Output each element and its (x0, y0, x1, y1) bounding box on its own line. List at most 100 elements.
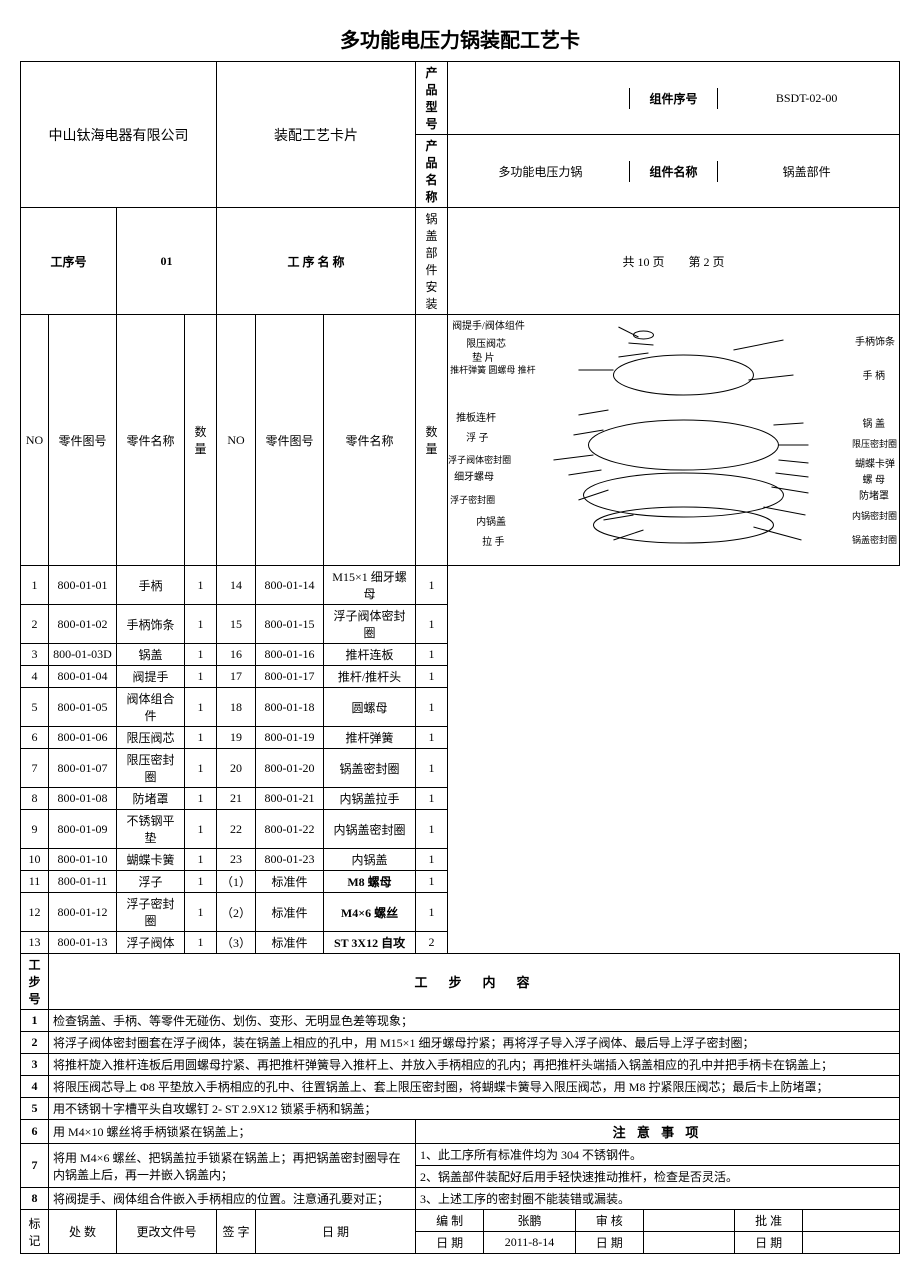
part-fig: 800-01-16 (256, 644, 324, 666)
process-name: 锅盖部件安装 (416, 208, 448, 315)
col-qty-r: 数量 (416, 315, 448, 566)
part-fig: 800-01-12 (49, 893, 117, 932)
part-name: 圆螺母 (324, 688, 416, 727)
part-no: 17 (217, 666, 256, 688)
part-qty: 1 (416, 893, 448, 932)
main-table: 中山钛海电器有限公司 装配工艺卡片 产品型号 组件序号 BSDT-02-00 产… (20, 61, 900, 1254)
part-fig: 800-01-13 (49, 932, 117, 954)
part-name: 阀提手 (117, 666, 185, 688)
part-no: 1 (21, 566, 49, 605)
step-text: 用不锈钢十字槽平头自攻螺钉 2- ST 2.9X12 锁紧手柄和锅盖； (49, 1098, 900, 1120)
step-no: 2 (21, 1032, 49, 1054)
part-name: 推杆连板 (324, 644, 416, 666)
part-no: 19 (217, 727, 256, 749)
foot-mark: 标记 (21, 1210, 49, 1254)
part-name: M15×1 细牙螺母 (324, 566, 416, 605)
part-fig: 800-01-04 (49, 666, 117, 688)
part-fig: 800-01-19 (256, 727, 324, 749)
part-no: 5 (21, 688, 49, 727)
part-no: 13 (21, 932, 49, 954)
note-text: 1、此工序所有标准件均为 304 不锈钢件。 (416, 1144, 900, 1166)
part-name: 限压密封圈 (117, 749, 185, 788)
col-no-l: NO (21, 315, 49, 566)
part-name: 浮子阀体 (117, 932, 185, 954)
part-qty: 1 (185, 788, 217, 810)
part-name: 阀体组合件 (117, 688, 185, 727)
part-fig: 800-01-23 (256, 849, 324, 871)
part-name: 内锅盖密封圈 (324, 810, 416, 849)
part-fig: 800-01-20 (256, 749, 324, 788)
pages: 共 10 页 第 2 页 (448, 208, 900, 315)
col-name-l: 零件名称 (117, 315, 185, 566)
part-fig: 800-01-02 (49, 605, 117, 644)
card-type: 装配工艺卡片 (217, 62, 416, 208)
part-qty: 1 (416, 849, 448, 871)
part-name: 锅盖 (117, 644, 185, 666)
prod-model-label: 产品型号 (416, 62, 448, 135)
part-qty: 1 (416, 810, 448, 849)
part-fig: 800-01-14 (256, 566, 324, 605)
part-qty: 1 (416, 566, 448, 605)
part-qty: 1 (185, 688, 217, 727)
part-fig: 800-01-06 (49, 727, 117, 749)
part-qty: 1 (185, 749, 217, 788)
part-name: 推杆弹簧 (324, 727, 416, 749)
part-no: （2） (217, 893, 256, 932)
part-fig: 800-01-05 (49, 688, 117, 727)
part-no: 11 (21, 871, 49, 893)
part-name: 手柄 (117, 566, 185, 605)
part-fig: 800-01-15 (256, 605, 324, 644)
part-fig: 800-01-21 (256, 788, 324, 810)
part-fig: 800-01-10 (49, 849, 117, 871)
part-qty: 1 (185, 893, 217, 932)
step-no: 4 (21, 1076, 49, 1098)
part-fig: 800-01-09 (49, 810, 117, 849)
foot-sign: 签 字 (217, 1210, 256, 1254)
part-fig: 标准件 (256, 932, 324, 954)
col-name-r: 零件名称 (324, 315, 416, 566)
part-no: 6 (21, 727, 49, 749)
page-title: 多功能电压力锅装配工艺卡 (20, 24, 900, 53)
prod-name-label: 产品名称 (416, 135, 448, 208)
part-no: （3） (217, 932, 256, 954)
hdr-right-row2: 多功能电压力锅 组件名称 锅盖部件 (448, 135, 900, 208)
part-fig: 800-01-07 (49, 749, 117, 788)
part-no: 22 (217, 810, 256, 849)
part-qty: 1 (416, 688, 448, 727)
process-no-label: 工序号 (21, 208, 117, 315)
col-qty-l: 数量 (185, 315, 217, 566)
note-text: 3、上述工序的密封圈不能装错或漏装。 (416, 1188, 900, 1210)
step-text: 将推杆旋入推杆连板后用圆螺母拧紧、再把推杆弹簧导入推杆上、并放入手柄相应的孔内；… (49, 1054, 900, 1076)
part-name: M8 螺母 (324, 871, 416, 893)
part-no: 16 (217, 644, 256, 666)
part-qty: 1 (416, 644, 448, 666)
process-name-label: 工 序 名 称 (217, 208, 416, 315)
step-text: 将阀提手、阀体组合件嵌入手柄相应的位置。注意通孔要对正； (49, 1188, 416, 1210)
step-text: 检查锅盖、手柄、等零件无碰伤、划伤、变形、无明显色差等现象； (49, 1010, 900, 1032)
part-qty: 2 (416, 932, 448, 954)
part-no: 10 (21, 849, 49, 871)
part-name: 锅盖密封圈 (324, 749, 416, 788)
step-no: 7 (21, 1144, 49, 1188)
part-no: 7 (21, 749, 49, 788)
part-qty: 1 (185, 932, 217, 954)
part-qty: 1 (416, 666, 448, 688)
part-name: 限压阀芯 (117, 727, 185, 749)
part-name: 蝴蝶卡簧 (117, 849, 185, 871)
part-no: （1） (217, 871, 256, 893)
part-name: 推杆/推杆头 (324, 666, 416, 688)
part-name: M4×6 螺丝 (324, 893, 416, 932)
part-no: 18 (217, 688, 256, 727)
part-qty: 1 (185, 810, 217, 849)
part-fig: 800-01-18 (256, 688, 324, 727)
step-no: 8 (21, 1188, 49, 1210)
col-fig-r: 零件图号 (256, 315, 324, 566)
part-name: 手柄饰条 (117, 605, 185, 644)
part-no: 8 (21, 788, 49, 810)
step-text: 将浮子阀体密封圈套在浮子阀体，装在锅盖上相应的孔中，用 M15×1 细牙螺母拧紧… (49, 1032, 900, 1054)
step-no: 3 (21, 1054, 49, 1076)
foot-changefile: 更改文件号 (117, 1210, 217, 1254)
part-name: 浮子阀体密封圈 (324, 605, 416, 644)
col-no-r: NO (217, 315, 256, 566)
foot-date-row: 日 期 2011-8-14 日 期 日 期 (416, 1232, 900, 1254)
